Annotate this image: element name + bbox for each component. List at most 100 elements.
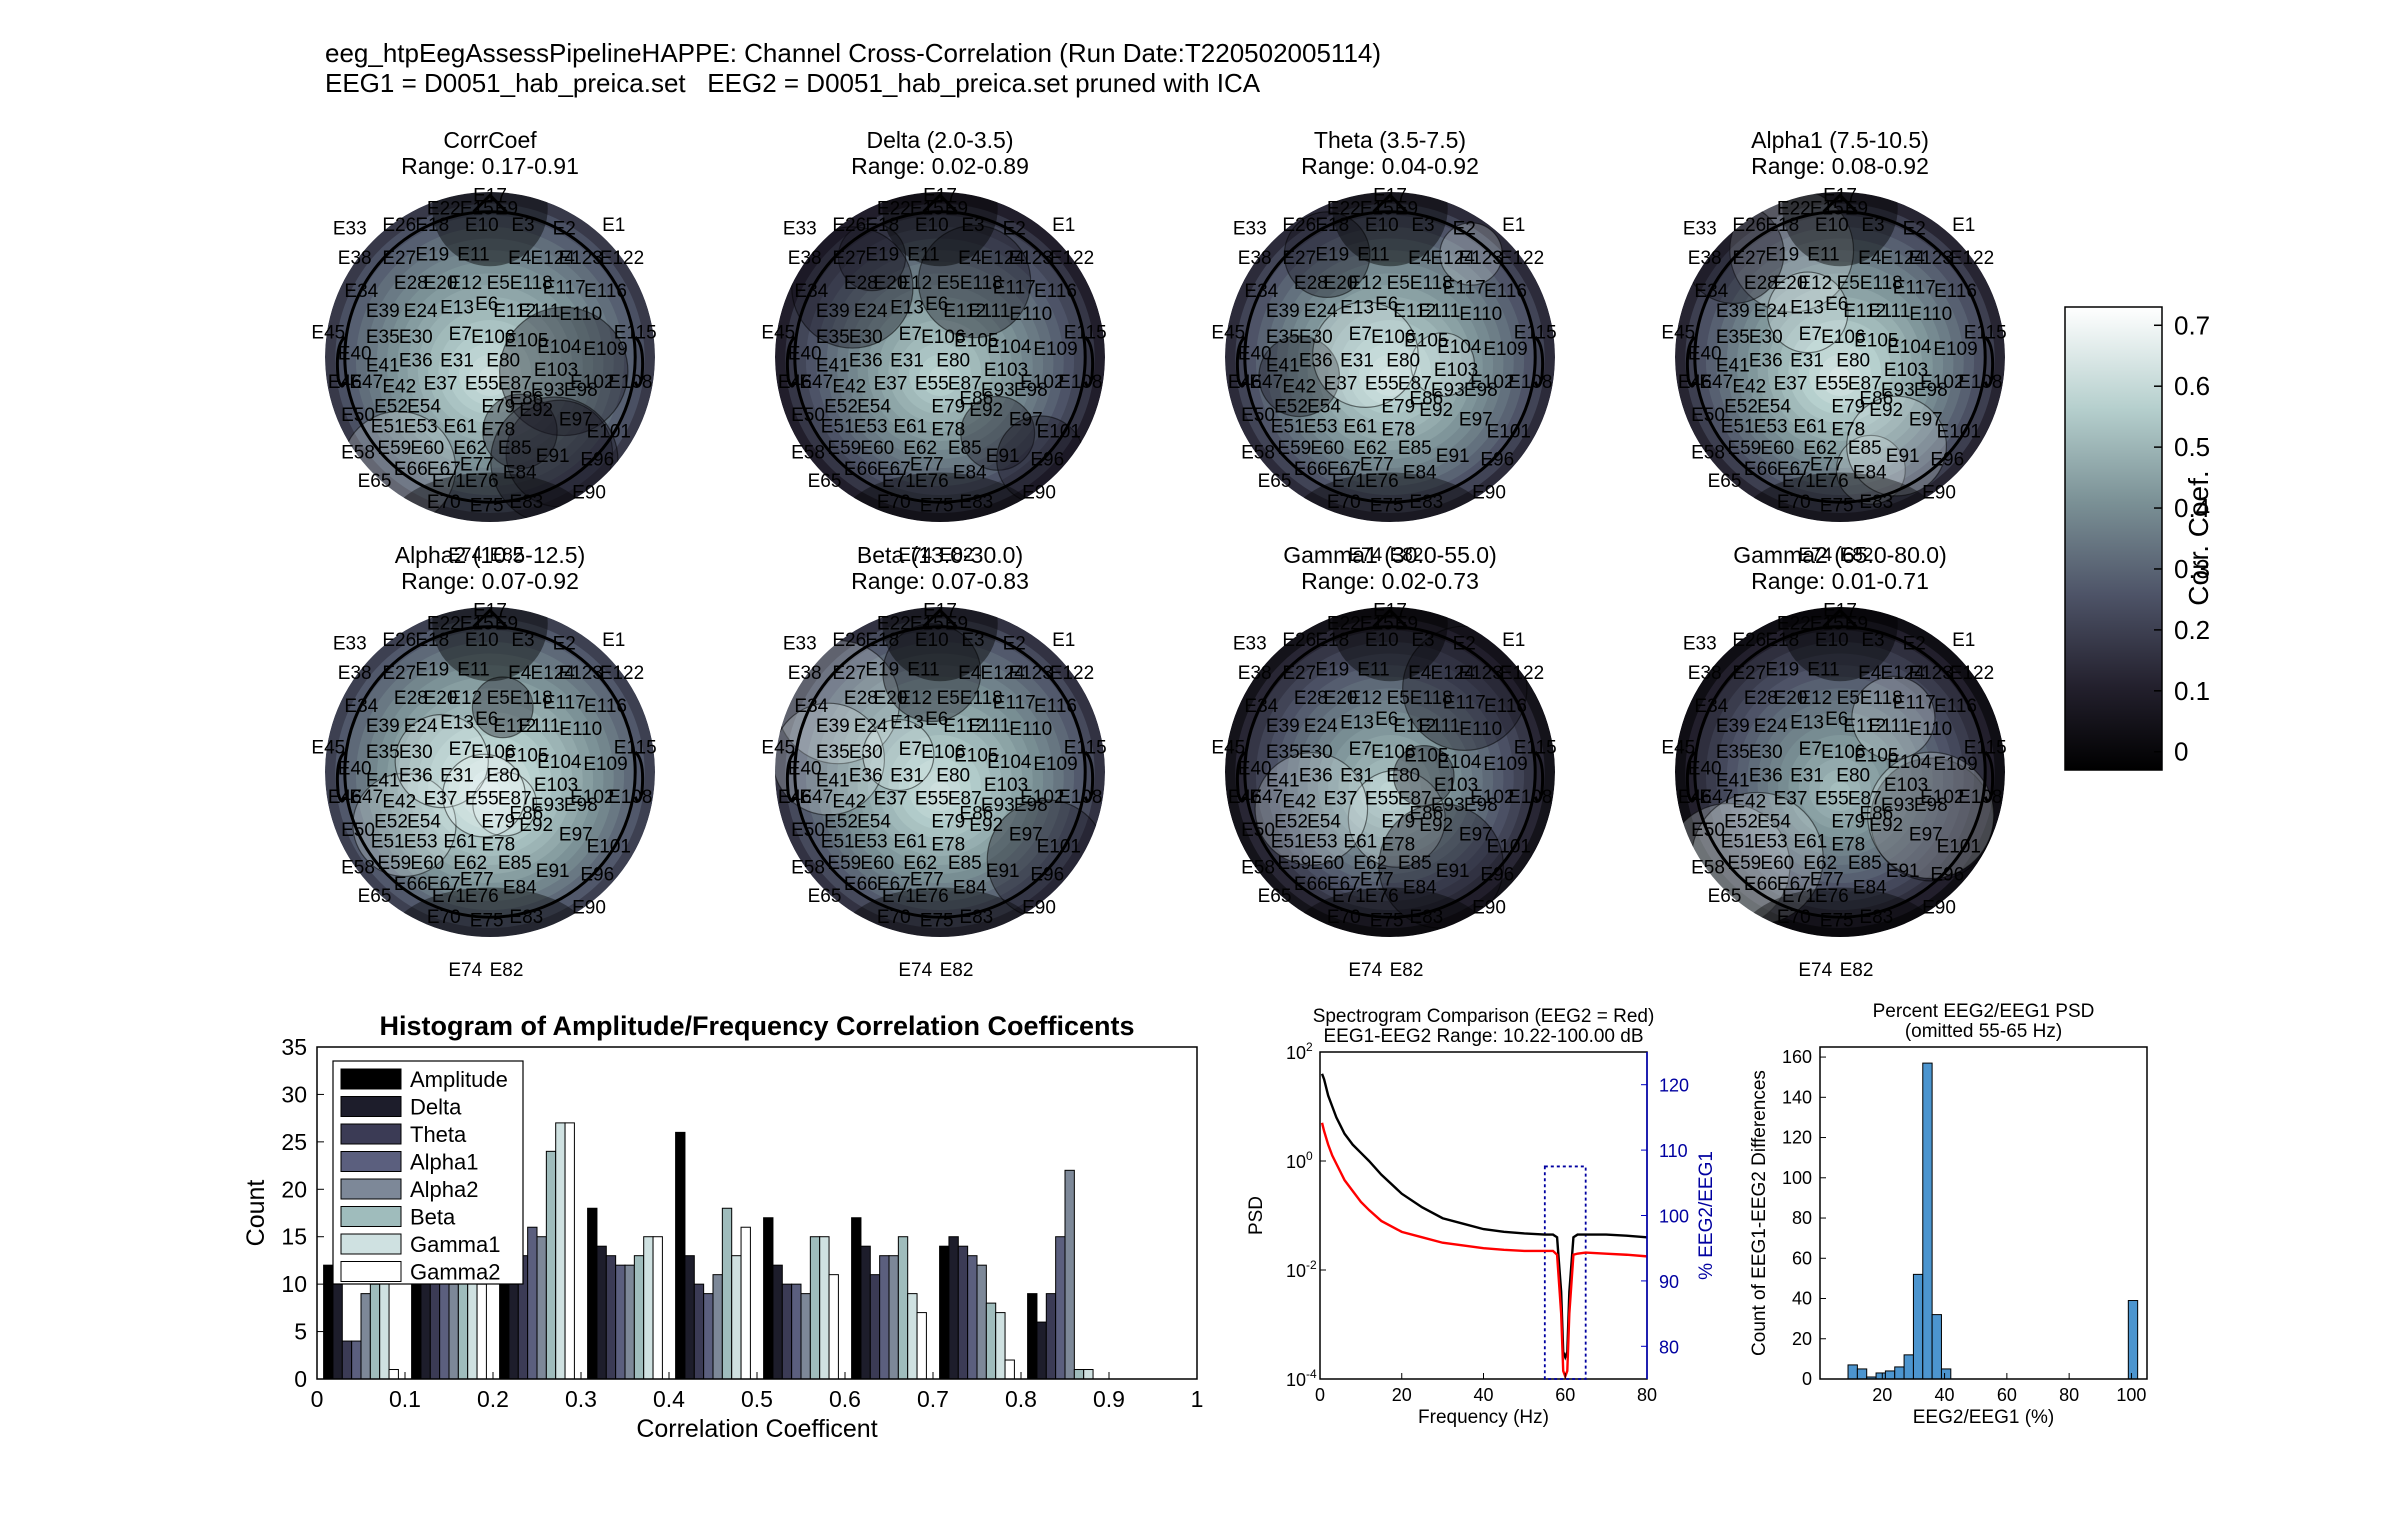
right-ear-outline [1533,751,1545,803]
histogram-bar [888,1255,899,1380]
electrode-label: E41 [816,770,850,791]
electrode-label: E102 [1020,787,1064,808]
electrode-label: E80 [1386,350,1420,371]
y-tick-label: 15 [281,1224,307,1250]
electrode-label: E123 [1009,663,1053,684]
electrode-label: E13 [890,298,924,319]
electrode-label: E51 [1721,831,1755,852]
electrode-label: E18 [415,215,449,236]
electrode-label: E19 [865,245,899,266]
electrode-label: E110 [559,719,602,740]
electrode-label: E103 [534,775,578,796]
histogram-bar [860,1245,871,1380]
electrode-label: E30 [1749,742,1783,763]
electrode-label: E7 [1349,324,1372,345]
electrode-label: E1 [1052,215,1075,236]
electrode-label: E115 [614,322,657,343]
histogram-bar [388,1369,399,1380]
topoplot-contour-line [1851,675,1936,761]
electrode-label: E74 [1348,545,1382,566]
electrode-label: E40 [338,759,372,780]
electrode-label: E82 [1840,960,1874,981]
electrode-label: E105 [1404,746,1448,767]
electrode-label: E98 [1014,380,1048,401]
electrode-label: E28 [844,273,878,294]
electrode-label: E7 [1799,324,1822,345]
electrode-label: E70 [427,492,461,513]
electrode-label: E91 [986,861,1020,882]
electrode-label: E86 [509,803,543,824]
electrode-label: E41 [1266,355,1300,376]
histogram-bar [995,1312,1006,1380]
electrode-label: E103 [534,360,578,381]
electrode-label: E39 [1716,301,1750,322]
topoplot-contour-line [1402,625,1528,752]
electrode-label: E3 [961,215,984,236]
electrode-label: E78 [1381,420,1415,441]
electrode-label: E34 [344,281,378,302]
electrode-label: E38 [1238,248,1272,269]
electrode-label: E93 [981,795,1015,816]
electrode-label: E46 [778,787,812,808]
electrode-label: E50 [1241,405,1275,426]
chart-title: Percent EEG2/EEG1 PSD [1873,1001,2095,1022]
electrode-label: E90 [572,482,606,503]
electrode-label: E59 [1277,853,1311,874]
histogram-bar [476,1283,487,1380]
electrode-label: E31 [1340,765,1374,786]
electrode-label: E92 [969,400,1003,421]
electrode-label: E19 [1765,660,1799,681]
electrode-label: E86 [1859,803,1893,824]
electrode-label: E87 [1398,788,1432,809]
topoplot: Alpha2 (10.5-12.5)Range: 0.07-0.92 E17 E22… [311,542,656,981]
electrode-label: E85 [1848,438,1882,459]
electrode-label: E91 [1436,861,1470,882]
figure-subtitle: EEG1 = D0051_hab_preica.set EEG2 = D0051… [325,68,1261,98]
electrode-label: E110 [1009,719,1052,740]
electrode-label: E67 [1777,874,1811,895]
electrode-label: E112 [493,301,536,322]
electrode-label: E39 [366,716,400,737]
electrode-label: E117 [543,278,586,299]
electrode-label: E45 [1661,737,1695,758]
histogram-bar [1055,1236,1066,1380]
electrode-label: E83 [1859,492,1893,513]
electrode-label: E3 [511,630,534,651]
right-y-tick-label: 100 [1659,1207,1689,1227]
y-tick-exponent: -4 [1306,1367,1317,1381]
electrode-label: E66 [394,874,428,895]
electrode-label: E84 [953,878,987,899]
psd-line [1320,1073,1648,1361]
right-y-tick-label: 120 [1659,1076,1689,1096]
electrode-label: E62 [453,853,487,874]
electrode-label: E47 [799,787,833,808]
left-ear-outline [1235,336,1247,388]
electrode-label: E67 [427,874,461,895]
electrode-label: E86 [1409,803,1443,824]
electrode-label: E20 [1774,273,1808,294]
colorbar-tick-label: 0.1 [2174,676,2210,706]
electrode-label: E124 [1431,663,1476,684]
histogram-bar [1875,1372,1886,1380]
head-outline [1243,210,1537,504]
legend-label: Amplitude [410,1067,508,1092]
electrode-label: E11 [1807,660,1839,681]
electrode-label: E19 [1315,245,1349,266]
topoplot-frontal-shade [1332,607,1448,682]
electrode-label: E37 [1774,373,1808,394]
topoplot-title: Alpha1 (7.5-10.5) [1751,127,1929,153]
electrode-label: E7 [449,324,472,345]
right-ear-outline [633,751,645,803]
legend-label: Theta [410,1122,467,1147]
percent-psd-histogram: 20 40 60 80 100 0 20 40 60 80 100 120 140 160 Percent … [1749,1001,2148,1428]
electrode-label: E86 [1859,388,1893,409]
electrode-label: E53 [1754,416,1788,437]
electrode-label: E59 [1727,438,1761,459]
electrode-label: E87 [1398,373,1432,394]
electrode-label: E85 [1398,853,1432,874]
electrode-label: E77 [460,454,494,475]
topoplot-range: Range: 0.07-0.92 [401,568,579,594]
electrode-label: E106 [1371,742,1415,763]
electrode-label: E111 [969,301,1011,322]
electrode-label: E71 [1332,471,1366,492]
